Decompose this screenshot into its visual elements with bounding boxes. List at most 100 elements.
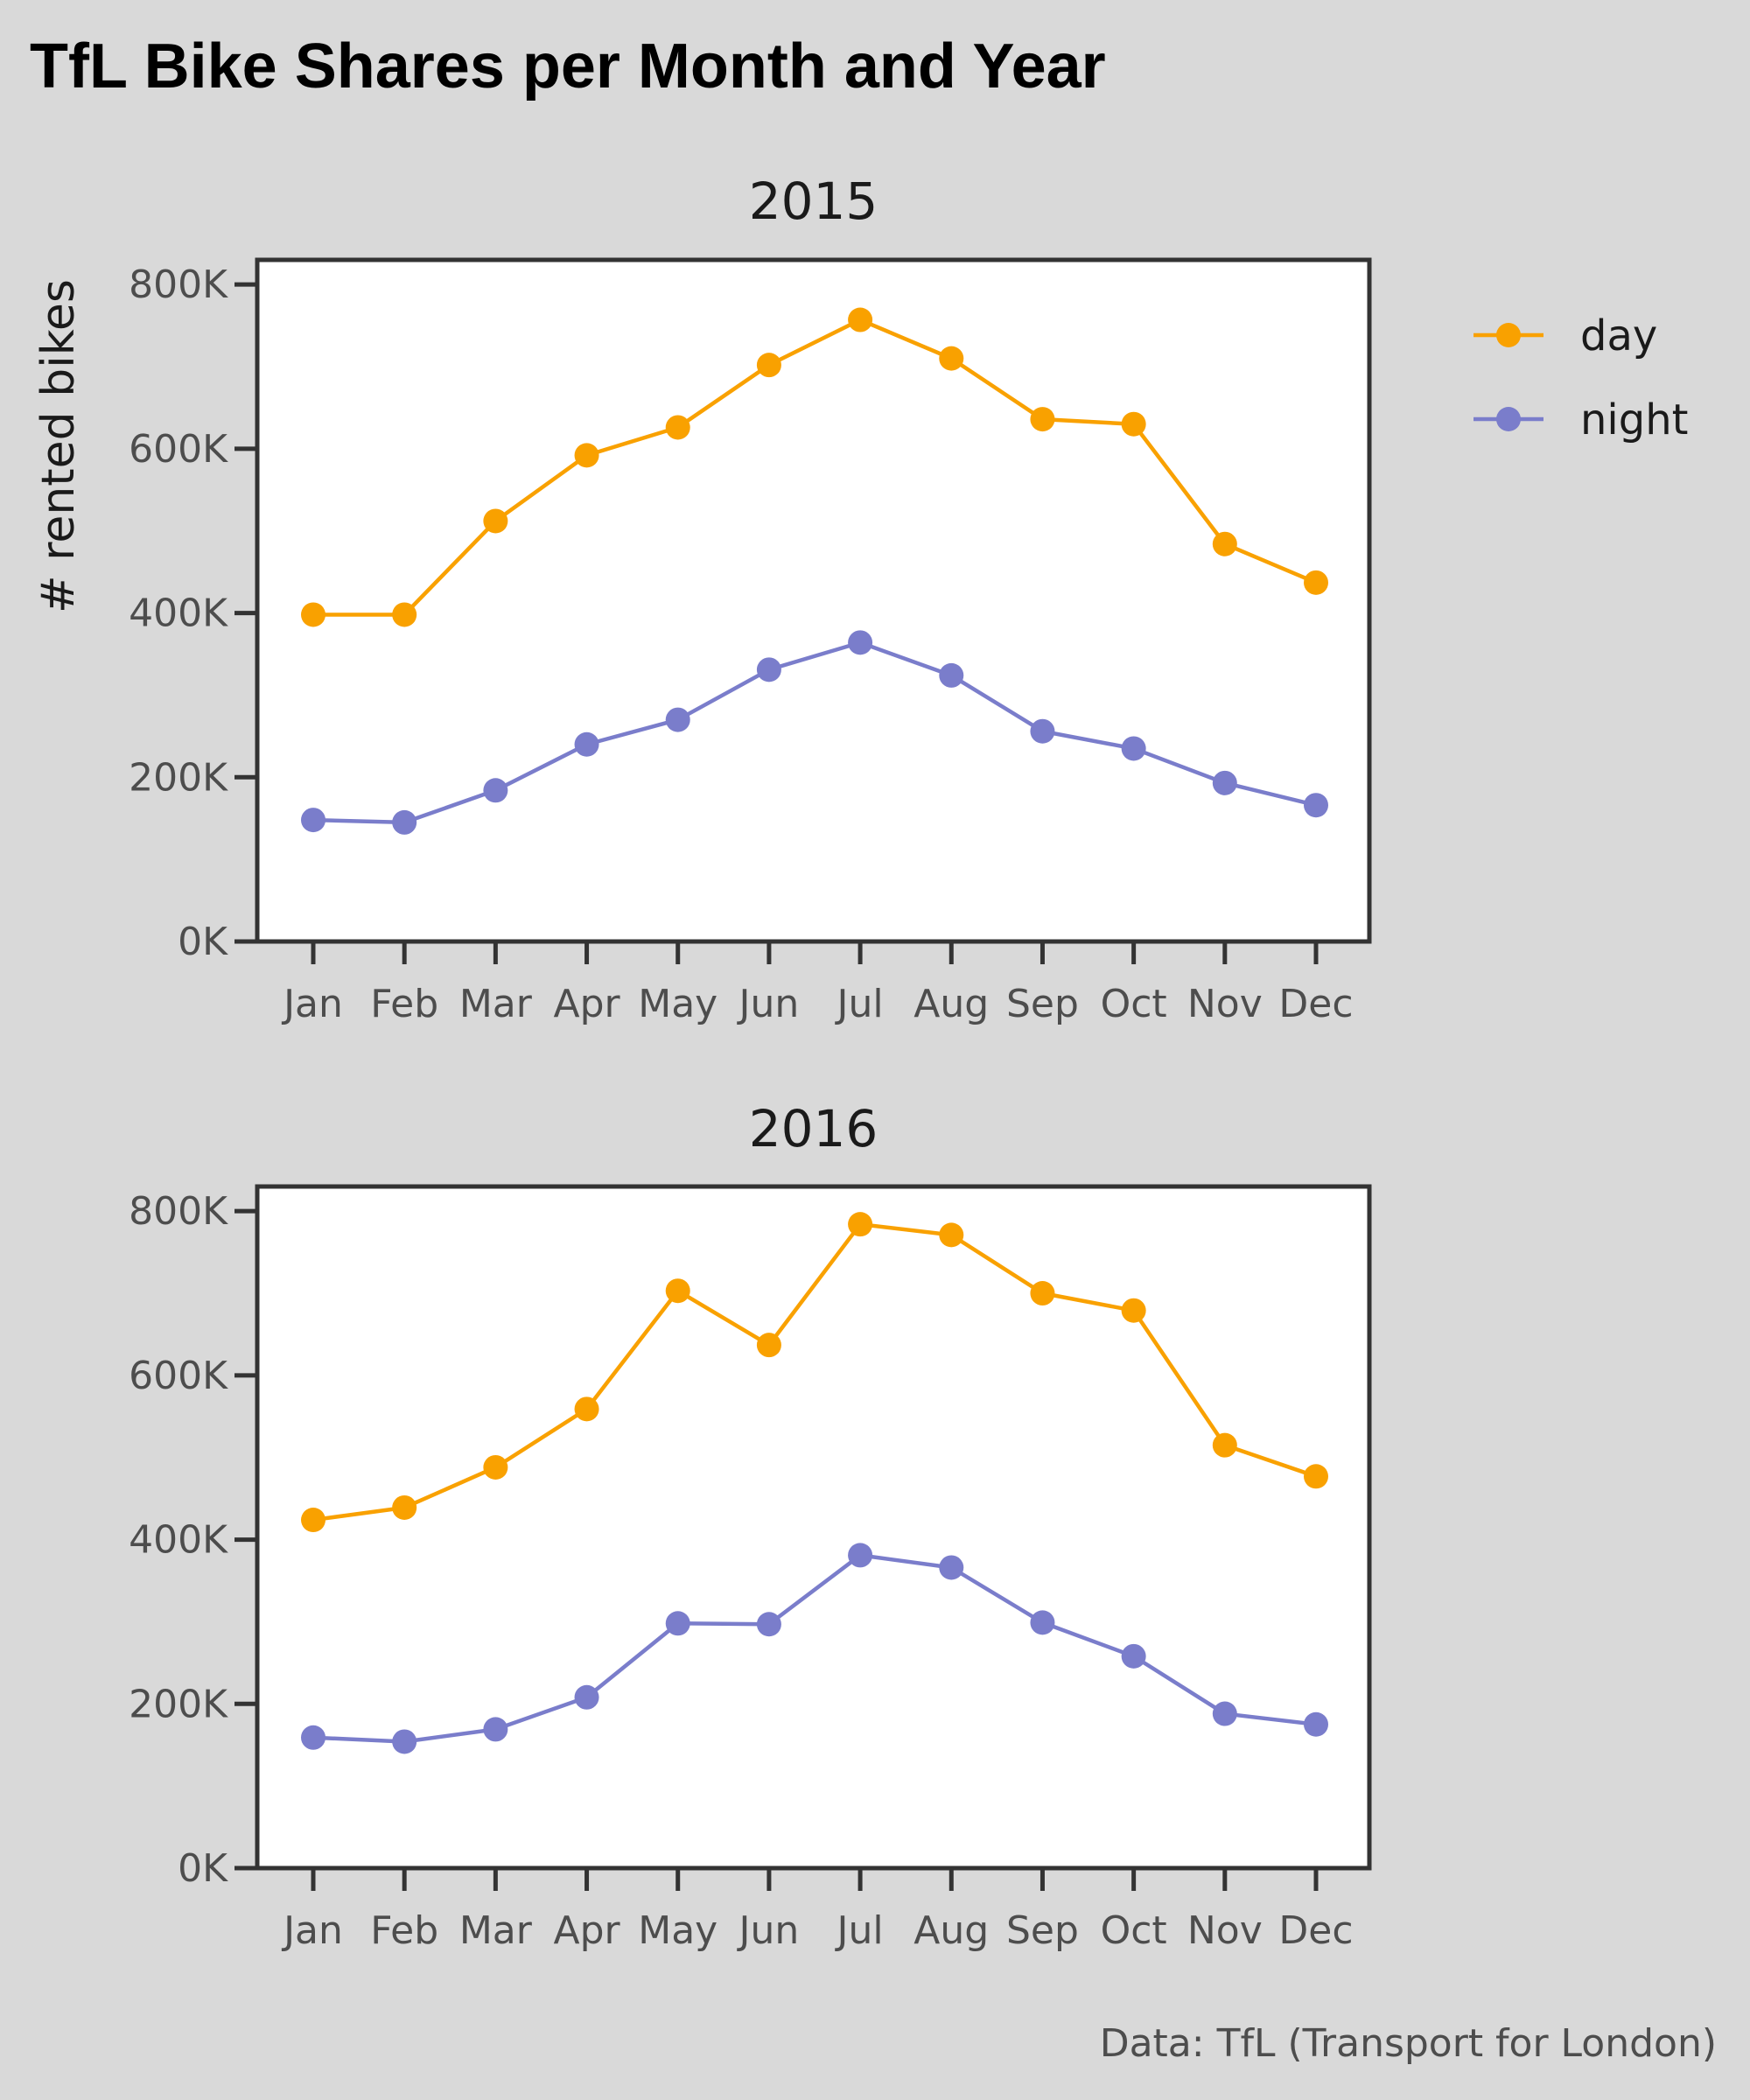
x-tick-label: Mar	[459, 1908, 533, 1953]
data-point	[756, 657, 781, 682]
x-tick-label: Feb	[370, 982, 438, 1026]
data-point	[392, 602, 417, 627]
x-tick-label: Dec	[1278, 982, 1353, 1026]
series-night	[301, 1543, 1328, 1754]
legend-item-day: day	[1474, 312, 1657, 360]
data-point	[392, 809, 417, 835]
data-point	[848, 307, 873, 332]
data-point	[939, 1555, 964, 1580]
x-tick-label: Sep	[1006, 1908, 1079, 1953]
y-tick-label: 400K	[129, 592, 228, 636]
y-tick-label: 0K	[178, 920, 228, 964]
data-point	[1212, 770, 1237, 795]
data-point	[848, 1543, 873, 1568]
caption: Data: TfL (Transport for London)	[1100, 2021, 1717, 2066]
legend-label: day	[1580, 312, 1657, 360]
data-point	[1030, 407, 1055, 432]
x-tick-label: Dec	[1278, 1908, 1353, 1953]
data-point	[1121, 1298, 1146, 1323]
x-tick-label: Aug	[914, 1908, 989, 1953]
x-tick-label: Mar	[459, 982, 533, 1026]
y-tick-label: 200K	[129, 1682, 228, 1726]
data-point	[1212, 531, 1237, 556]
data-point	[301, 1508, 326, 1533]
y-tick-label: 400K	[129, 1518, 228, 1563]
plot-area	[255, 257, 1372, 944]
data-point	[1121, 1643, 1146, 1669]
data-point	[939, 346, 964, 371]
x-tick-label: Sep	[1006, 982, 1079, 1026]
y-tick-label: 200K	[129, 755, 228, 800]
data-point	[483, 1454, 508, 1480]
legend-marker	[1496, 323, 1521, 347]
series-day	[301, 1212, 1328, 1533]
data-point	[301, 1725, 326, 1750]
plot-area	[255, 1184, 1372, 1871]
x-tick-label: Nov	[1187, 1908, 1263, 1953]
legend: day night	[1474, 312, 1688, 444]
x-tick-label: Oct	[1101, 1908, 1167, 1953]
series-line	[313, 318, 1317, 617]
data-point	[574, 1684, 599, 1710]
data-point	[756, 1333, 781, 1358]
data-point	[483, 508, 508, 534]
x-tick-label: Oct	[1101, 982, 1167, 1026]
x-tick-label: Apr	[553, 982, 620, 1026]
x-tick-label: Jun	[737, 1908, 800, 1953]
data-point	[756, 353, 781, 378]
y-tick-label: 800K	[129, 262, 228, 307]
data-point	[392, 1494, 417, 1520]
y-tick-label: 600K	[129, 1354, 228, 1398]
data-point	[1212, 1432, 1237, 1458]
panel-2015: 2015 0K 200K 400K 600K 800K Jan Feb Mar Apr May Jun…	[129, 172, 1372, 1026]
x-tick-label: Feb	[370, 1908, 438, 1953]
legend-item-night: night	[1474, 396, 1688, 444]
x-tick-label: May	[638, 1908, 718, 1953]
x-tick-label: Apr	[553, 1908, 620, 1953]
data-point	[483, 1717, 508, 1742]
y-tick-label: 0K	[178, 1846, 228, 1891]
data-point	[665, 707, 690, 732]
series-day	[301, 307, 1328, 627]
y-tick-label: 800K	[129, 1189, 228, 1234]
x-tick-label: Jan	[281, 1908, 343, 1953]
data-point	[665, 1611, 690, 1636]
legend-marker	[1496, 407, 1521, 431]
data-point	[1030, 1610, 1055, 1635]
x-tick-label: May	[638, 982, 718, 1026]
data-point	[939, 1222, 964, 1248]
data-point	[301, 808, 326, 833]
x-tick-label: Nov	[1187, 982, 1263, 1026]
data-point	[1304, 1464, 1328, 1489]
x-tick-label: Jul	[835, 1908, 884, 1953]
x-tick-label: Jan	[281, 982, 343, 1026]
x-tick-label: Jul	[835, 982, 884, 1026]
series-night	[301, 630, 1328, 835]
data-point	[756, 1612, 781, 1637]
x-tick-label: Aug	[914, 982, 989, 1026]
series-line	[312, 1553, 1317, 1744]
y-tick-label: 600K	[129, 427, 228, 472]
legend-label: night	[1580, 396, 1688, 444]
data-point	[848, 1212, 873, 1237]
y-axis-title: # rented bikes	[32, 279, 85, 613]
series-line	[312, 640, 1317, 825]
data-point	[1304, 570, 1328, 595]
data-point	[665, 1278, 690, 1304]
x-tick-label: Jun	[737, 982, 800, 1026]
data-point	[1030, 718, 1055, 744]
data-point	[574, 443, 599, 468]
data-point	[1304, 793, 1328, 818]
data-point	[1212, 1701, 1237, 1726]
panel-title: 2015	[749, 172, 878, 231]
series-line	[312, 1222, 1317, 1522]
data-point	[665, 415, 690, 440]
data-point	[574, 732, 599, 757]
data-point	[1030, 1281, 1055, 1306]
panel-title: 2016	[749, 1099, 878, 1158]
panel-2016: 2016 0K 200K 400K 600K 800K Jan Feb Mar Apr May Jun…	[129, 1099, 1372, 1953]
data-point	[1304, 1712, 1328, 1737]
chart-title: TfL Bike Shares per Month and Year	[30, 32, 1106, 102]
data-point	[574, 1396, 599, 1422]
